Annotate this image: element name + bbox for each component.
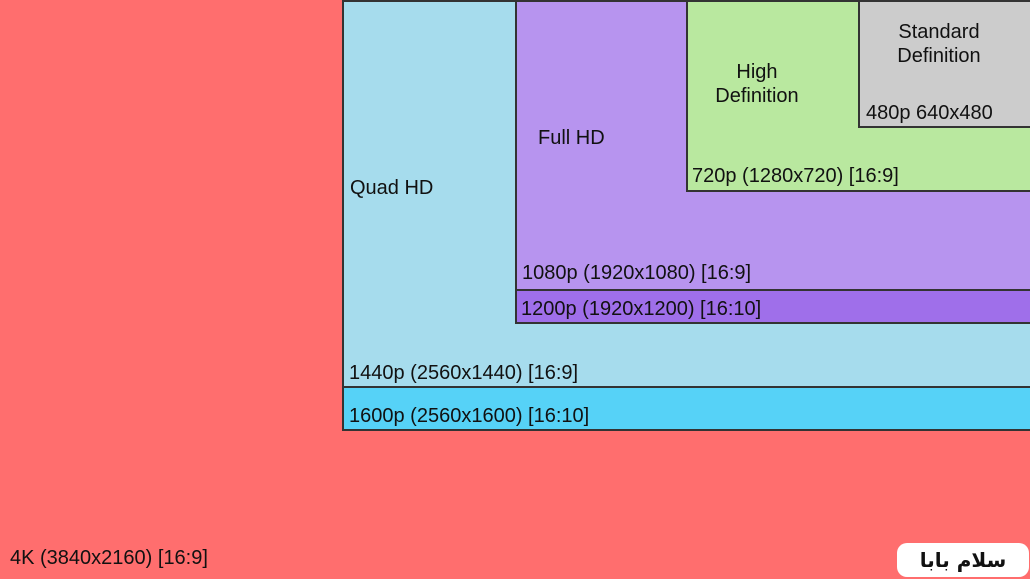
name-quad-hd: Quad HD bbox=[350, 177, 434, 199]
label-1600p: 1600p (2560x1600) [16:10] bbox=[349, 405, 590, 427]
label-720p: 720p (1280x720) [16:9] bbox=[692, 165, 899, 187]
name-standard-definition-line1: Standard bbox=[898, 21, 980, 43]
resolution-480p-box bbox=[858, 0, 1030, 128]
label-1080p: 1080p (1920x1080) [16:9] bbox=[522, 262, 752, 284]
name-high-definition-line2: Definition bbox=[715, 85, 799, 107]
name-high-definition: High Definition bbox=[702, 60, 812, 108]
label-1200p: 1200p (1920x1200) [16:10] bbox=[521, 298, 762, 320]
label-4k: 4K (3840x2160) [16:9] bbox=[10, 547, 208, 569]
watermark-text: سلام بابا bbox=[919, 548, 1007, 572]
name-standard-definition-line2: Definition bbox=[897, 45, 981, 67]
watermark-badge: سلام بابا bbox=[897, 543, 1029, 577]
name-standard-definition: Standard Definition bbox=[884, 20, 994, 68]
name-high-definition-line1: High bbox=[736, 61, 778, 83]
label-480p: 480p 640x480 bbox=[866, 102, 993, 124]
name-full-hd: Full HD bbox=[538, 127, 605, 149]
label-1440p: 1440p (2560x1440) [16:9] bbox=[349, 362, 579, 384]
